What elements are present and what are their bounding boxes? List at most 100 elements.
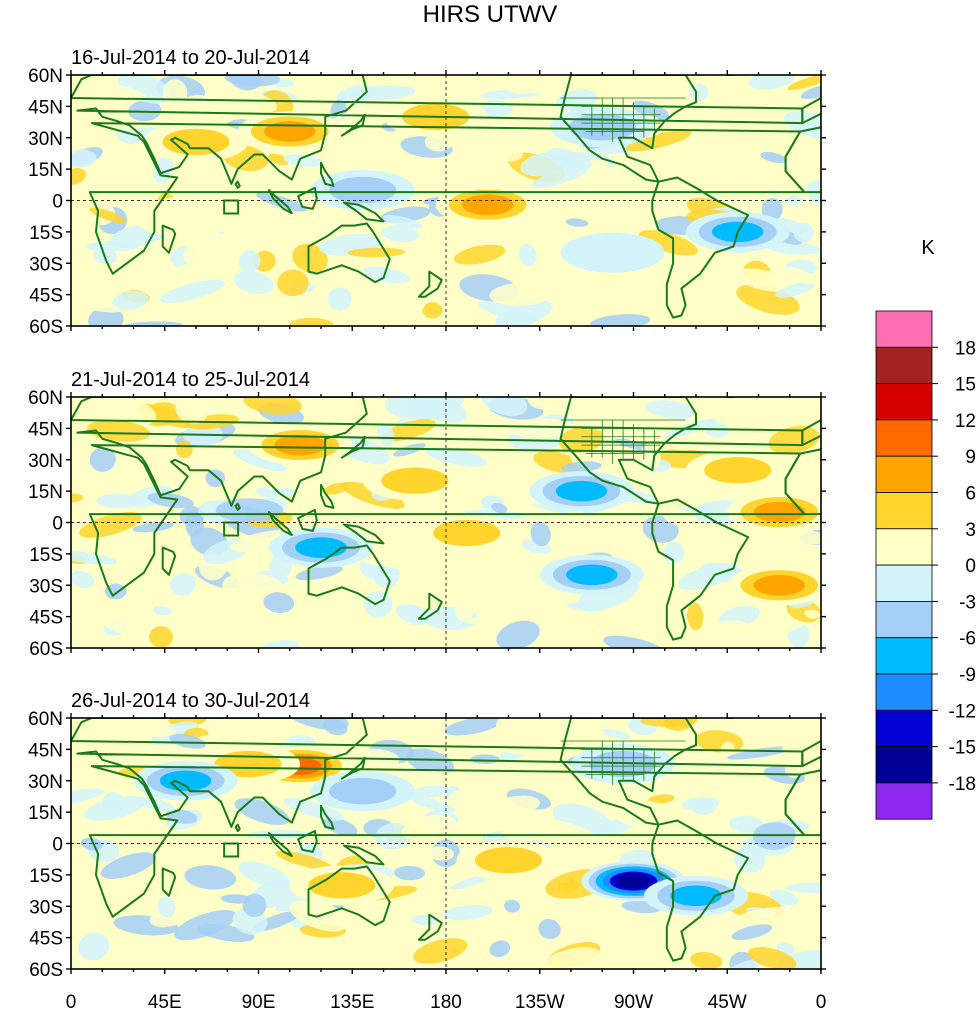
anomaly-patch [155,841,181,866]
y-tick-label: 15S [29,223,63,244]
colorbar-swatch [875,564,933,602]
anomaly-patch [205,469,226,488]
panels: 60N 45N 30N 15N 0 15S 30S 45S 60S 16-Jul-2014 to … [28,47,826,1013]
anomaly-patch [361,555,428,570]
anomaly-patch [113,722,176,738]
anomaly-patch [495,718,521,737]
anomaly-patch [541,216,569,230]
anomaly-patch [238,250,261,273]
anomaly-patch [489,282,557,306]
coastline-arabia-indent [145,140,162,175]
coastline-sumatra [267,511,293,536]
anomaly-patch [670,432,709,451]
anomaly-patch [499,815,539,844]
anomaly-patch [152,606,172,616]
anomaly-patch [71,742,105,760]
anomaly-patch [88,306,124,326]
anomaly-patch [564,514,621,538]
x-tick-label: 90W [614,992,653,1013]
x-tick-label: 180 [430,992,462,1013]
coastline-north-america [559,397,697,505]
anomaly-patch [711,140,745,154]
panel-subtitle: 16-Jul-2014 to 20-Jul-2014 [71,47,310,69]
anomaly-patch [204,232,259,247]
anomaly-patch [491,772,556,789]
anomaly-patch [283,797,345,821]
anomaly-patch [230,529,294,552]
coastlines [71,75,821,319]
anomaly-patch [404,287,426,314]
anomaly-patch [444,718,502,736]
anomaly-patch [363,590,393,618]
anomaly-patch [110,399,157,426]
anomaly-patch [89,447,116,472]
island-marker [223,842,240,858]
colorbar-units: K [921,237,935,259]
colorbar-swatch [875,346,933,384]
coastline-arabia-indent [145,462,162,497]
coastline-philippines [320,161,335,187]
anomaly-patch [89,276,133,293]
anomaly-patch [565,218,589,227]
ticks [66,392,826,653]
anomaly-patch [775,165,821,178]
coastline-new-zealand [417,592,443,620]
colorbar-label: -3 [959,592,976,613]
anomaly-patch [496,620,540,648]
anomaly-patch [229,75,262,91]
anomaly-patch [769,889,799,906]
colorbar-swatch [875,383,933,421]
coastline-south-america [651,176,750,319]
anomaly-patch [79,512,143,538]
feature-8-level-3 [295,537,347,558]
anomaly-patch [283,153,323,167]
anomaly-patch [625,130,692,152]
anomaly-patch [242,893,267,918]
coastline-arabia-indent [145,783,162,818]
y-tick-label: 45N [28,419,63,440]
anomaly-patch [645,400,696,419]
anomaly-patch [362,266,410,284]
anomaly-patch [262,640,300,648]
anomaly-patch [690,951,723,969]
y-tick-label: 0 [52,192,63,213]
anomaly-patch [494,121,528,133]
colorbar-label: 0 [965,556,976,577]
anomaly-patch [640,442,662,470]
colorbar-label: -18 [949,774,976,795]
colorbar-swatch [875,455,933,493]
anomaly-patch [728,815,764,833]
coastline-australia [307,865,391,927]
anomaly-patch [504,899,521,913]
anomaly-patch [321,941,374,967]
anomaly-patch [785,882,821,894]
anomaly-patch [71,788,105,806]
x-tick-label: 90E [242,992,276,1013]
colorbar-swatch [875,601,933,639]
anomaly-patch [99,607,156,636]
anomaly-patch [648,794,675,804]
coastline-south-america [651,498,750,641]
y-tick-label: 45S [29,286,63,307]
anomaly-patch [422,302,443,319]
anomaly-patch [775,281,815,298]
panel-1: 60N 45N 30N 15N 0 15S 30S 45S 60S 16-Jul-2014 to … [28,47,826,338]
anomaly-patch [151,721,199,746]
anomaly-patch [238,861,291,888]
anomaly-patch [116,252,144,276]
anomaly-patch [447,783,505,810]
anomaly-patch [766,241,821,255]
anomaly-patch [799,454,821,469]
anomaly-patch [149,626,173,648]
anomaly-patch [804,609,821,619]
y-tick-label: 45S [29,608,63,629]
coastline-eurasia [71,397,804,507]
y-tick-label: 15N [28,160,63,181]
anomaly-patch [480,397,528,417]
anomaly-patch [687,620,751,648]
anomaly-patch [618,425,658,444]
anomaly-patch [783,783,821,798]
anomaly-patch [287,602,341,620]
y-tick-label: 15S [29,545,63,566]
coastline-madagascar [161,867,177,897]
